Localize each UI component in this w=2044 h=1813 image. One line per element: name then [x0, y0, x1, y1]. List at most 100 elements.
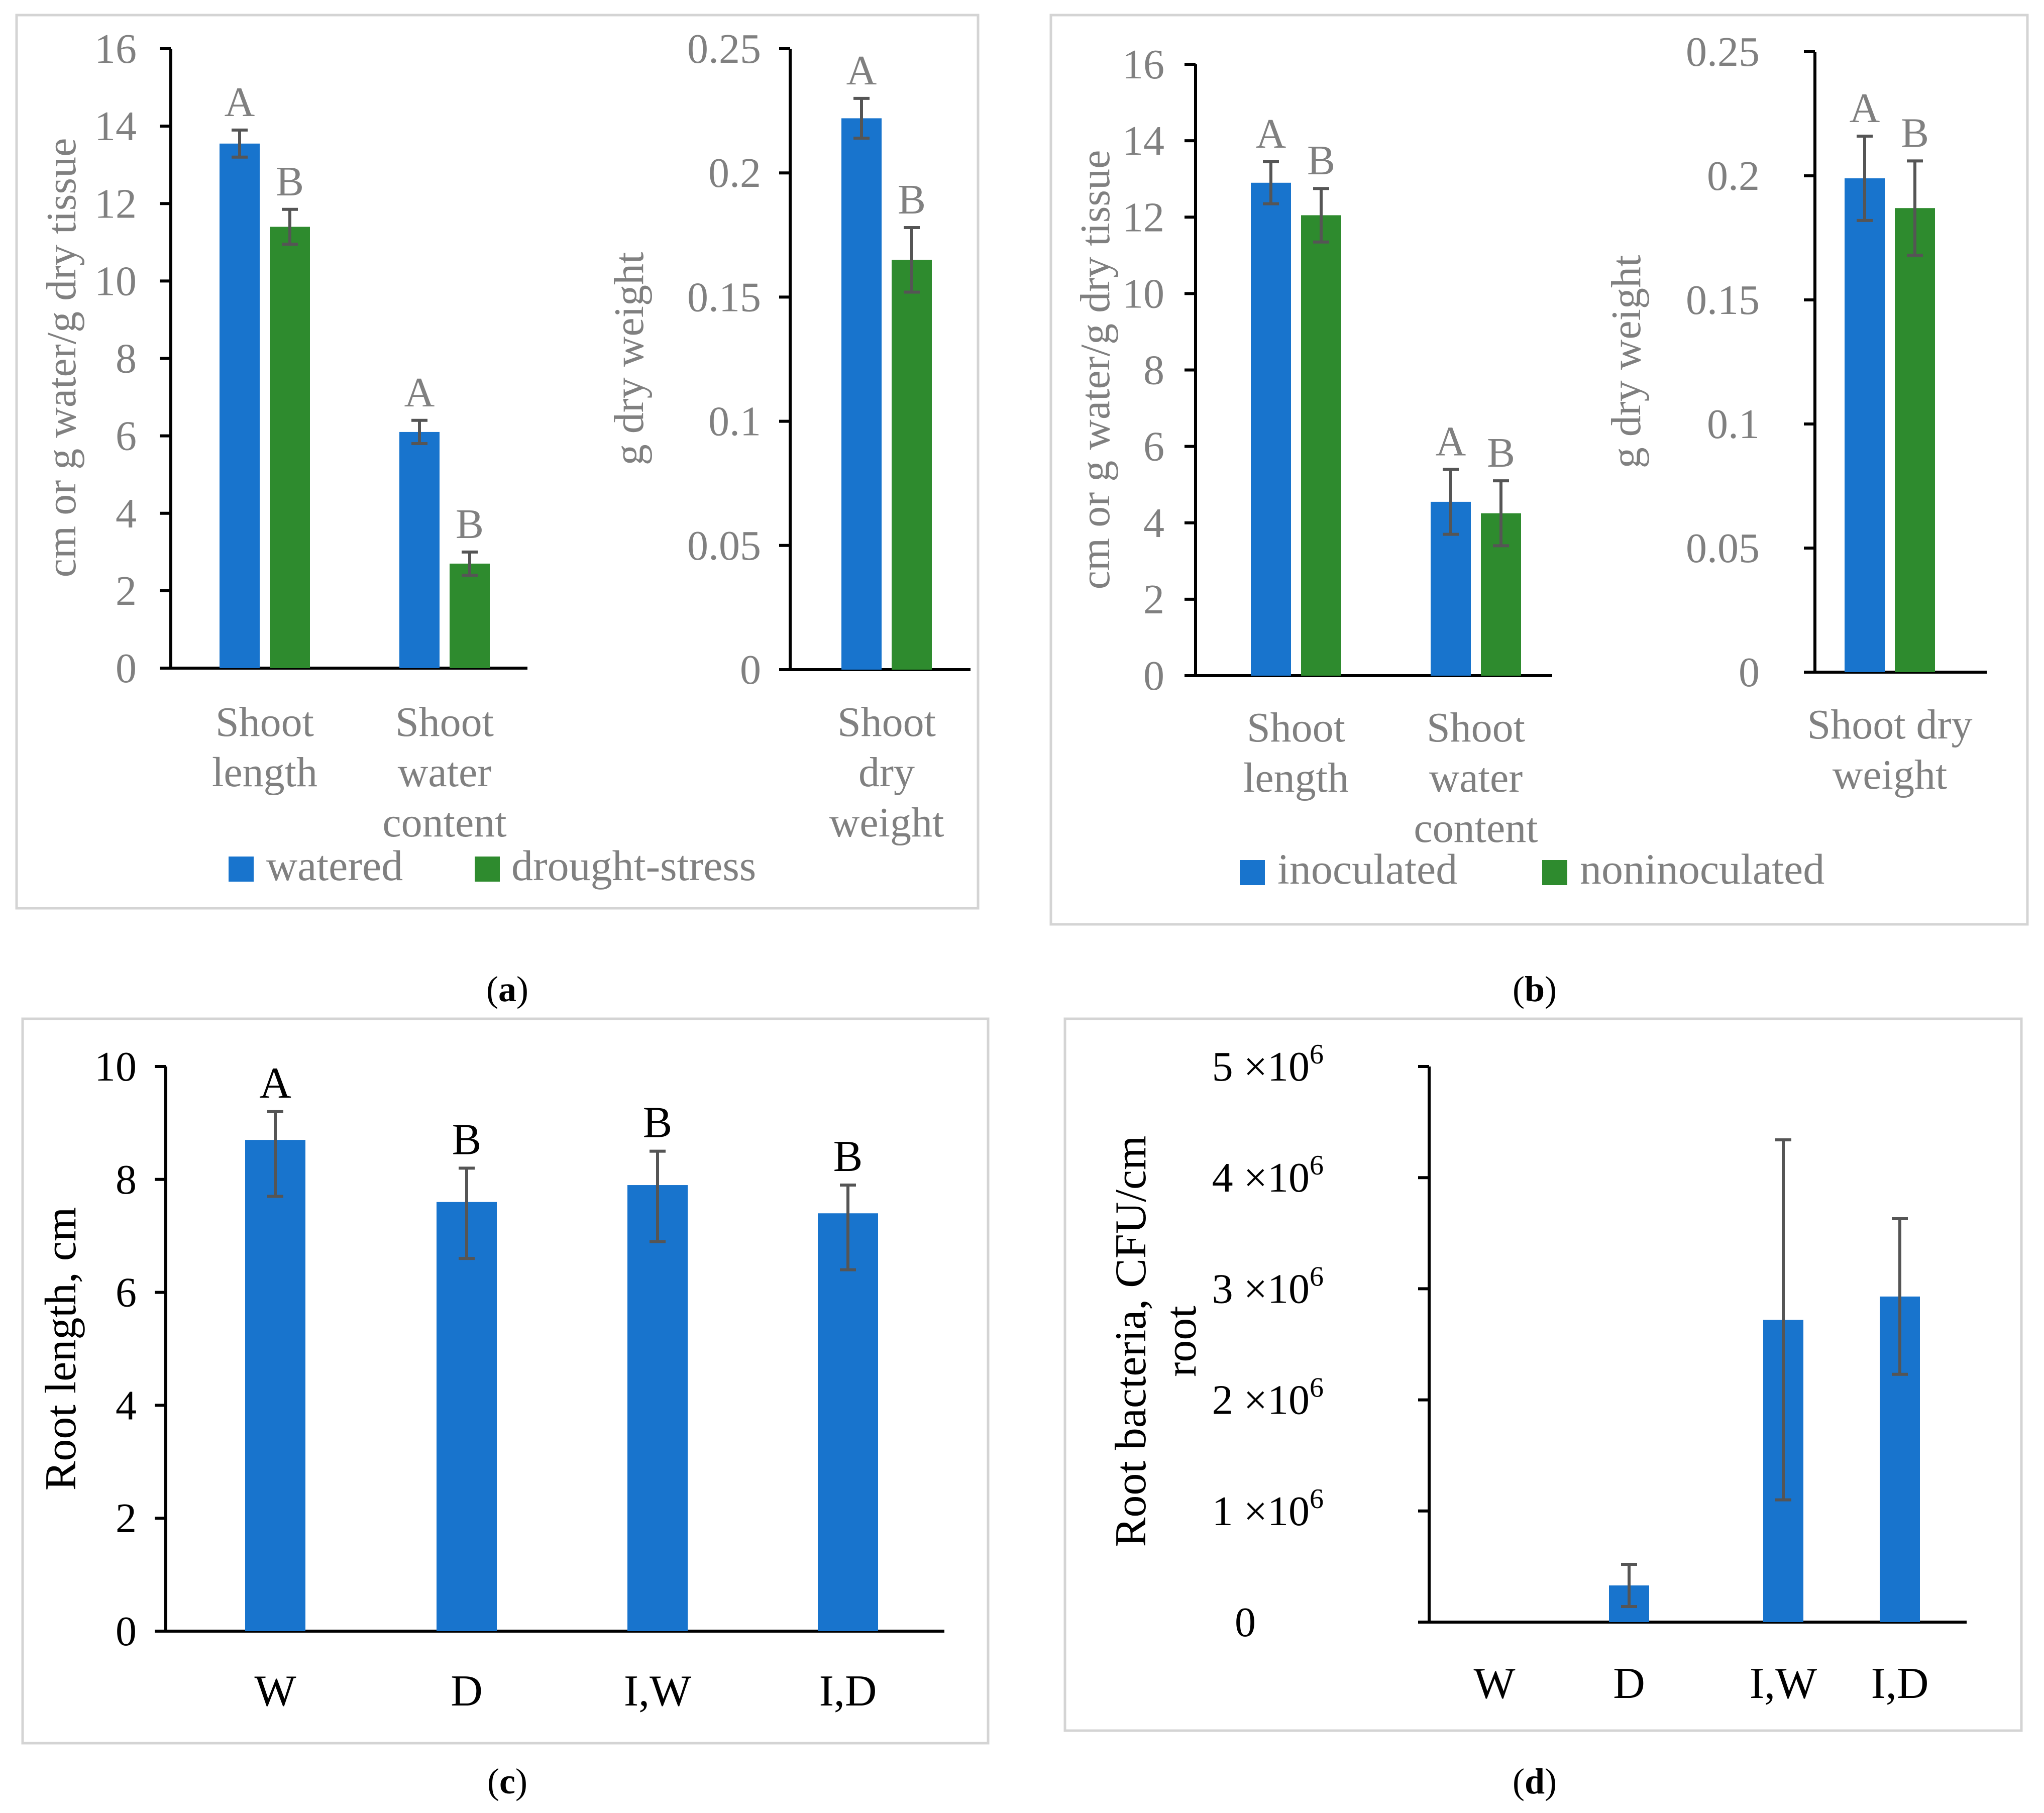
bar	[627, 1185, 688, 1631]
y-tick-label: 2 ×106	[1212, 1372, 1324, 1424]
x-category-label: length	[1243, 755, 1349, 801]
y-tick-exponent: 6	[1310, 1483, 1324, 1515]
y-tick-label: 16	[1122, 41, 1164, 88]
y-tick-label: 0.2	[1707, 153, 1760, 199]
x-category-label: W	[254, 1667, 296, 1716]
x-category-label: Shoot dry	[1807, 701, 1972, 748]
x-category-label: Shoot	[395, 699, 494, 745]
x-category-label: D	[1613, 1659, 1645, 1708]
y-tick-label: 8	[116, 1156, 137, 1203]
bar	[399, 432, 440, 668]
bar	[1895, 208, 1935, 673]
y-axis-label: cm or g water/g dry tissue	[1072, 150, 1119, 590]
significance-letter: A	[404, 369, 435, 416]
significance-letter: A	[225, 79, 255, 126]
panel-label-paren: (	[1513, 1761, 1525, 1801]
y-tick-label: 0.1	[1707, 401, 1760, 448]
x-category-label: length	[212, 749, 317, 796]
y-tick-label: 12	[1122, 194, 1164, 241]
x-category-label: weight	[829, 799, 944, 846]
x-category-label: water	[1429, 755, 1523, 801]
legend-label: drought-stress	[511, 841, 756, 890]
x-category-label: W	[1473, 1659, 1515, 1708]
y-axis-label: g dry weight	[1603, 255, 1650, 469]
subplot: 0 2 4 6 8 10 12 14 16 cm or g water/g dry tissue A…	[1072, 41, 1552, 851]
legend-swatch	[1542, 860, 1567, 885]
y-tick-label: 0	[116, 645, 137, 692]
y-tick-label: 0	[1739, 649, 1760, 696]
subplot: 0 2 4 6 8 10 12 14 16 cm or g water/g dry tissue A…	[38, 26, 527, 846]
x-category-label: I,W	[1750, 1659, 1817, 1708]
y-tick-label: 0.15	[1686, 277, 1760, 324]
y-axis-label: root	[1157, 1306, 1206, 1377]
x-category-label: Shoot	[837, 699, 936, 745]
y-tick-mantissa: 3 ×10	[1212, 1265, 1310, 1312]
y-tick-label: 3 ×106	[1212, 1261, 1324, 1312]
panel-frame	[21, 1017, 990, 1745]
x-category-label: water	[398, 749, 492, 796]
panel-label-paren: )	[516, 969, 528, 1009]
panel-label: (b)	[1513, 969, 1557, 1009]
panel-label: (c)	[487, 1761, 527, 1801]
panel-c: 0 2 4 6 8 10 Root length, cm A B B B W D I,W I,D (c)	[21, 1017, 990, 1801]
significance-letter: B	[456, 501, 484, 548]
panel-label-paren: )	[1545, 1761, 1557, 1801]
legend: inoculated noninoculated	[1240, 845, 1824, 893]
panel-label-letter: b	[1525, 969, 1545, 1009]
y-tick-label: 10	[1122, 270, 1164, 317]
panel-frame	[1049, 14, 2029, 926]
panel-b: 0 2 4 6 8 10 12 14 16 cm or g water/g dry tissue A…	[1049, 14, 2029, 1009]
significance-letter: A	[1256, 111, 1286, 157]
y-tick-exponent: 6	[1310, 1261, 1324, 1292]
significance-letter: B	[276, 158, 304, 205]
x-category-label: Shoot	[216, 699, 314, 745]
legend: watered drought-stress	[229, 841, 756, 890]
y-tick-label: 16	[94, 26, 137, 72]
y-tick-label: 14	[94, 103, 137, 150]
y-axis-label: Root bacteria, CFU/cm	[1107, 1136, 1155, 1547]
legend-swatch	[1240, 860, 1265, 885]
significance-letter: A	[846, 47, 877, 94]
y-tick-label: 0	[740, 647, 761, 693]
significance-letter: B	[898, 176, 926, 223]
panel-label-paren: (	[487, 1761, 499, 1801]
panel-label-paren: )	[515, 1761, 527, 1801]
y-tick-label: 1 ×106	[1212, 1483, 1324, 1535]
y-axis-label: cm or g water/g dry tissue	[38, 138, 85, 578]
y-tick-label: 0	[1235, 1599, 1256, 1646]
subplot: 0 2 4 6 8 10 Root length, cm A B B B W D I,W I,D	[37, 1043, 944, 1716]
y-axis-label: g dry weight	[606, 252, 653, 466]
y-tick-mantissa: 4 ×10	[1212, 1154, 1310, 1201]
bar	[450, 563, 490, 668]
y-tick-label: 10	[94, 1043, 137, 1090]
legend-swatch	[475, 857, 500, 882]
y-tick-exponent: 6	[1310, 1150, 1324, 1181]
legend-label: inoculated	[1277, 845, 1457, 893]
subplot: 0 0.05 0.1 0.15 0.2 0.25 g dry weight AB Shoot d…	[1603, 29, 1987, 798]
bar	[818, 1213, 878, 1631]
panel-frame	[15, 14, 980, 910]
bar	[841, 118, 882, 670]
y-tick-label: 2	[116, 1495, 137, 1542]
bar	[892, 260, 932, 670]
y-tick-label: 4	[116, 490, 137, 537]
panel-label-letter: d	[1525, 1761, 1545, 1801]
y-axis-label: Root length, cm	[37, 1207, 85, 1491]
y-tick-label: 0	[116, 1608, 137, 1655]
panel-label: (d)	[1513, 1761, 1557, 1801]
panel-frame	[1063, 1017, 2023, 1732]
y-tick-exponent: 6	[1310, 1039, 1324, 1070]
bar	[245, 1140, 305, 1631]
y-tick-label: 0.15	[687, 274, 761, 321]
y-tick-label: 6	[116, 413, 137, 460]
y-tick-label: 0.2	[708, 150, 761, 196]
y-tick-label: 0.25	[687, 26, 761, 72]
significance-letter: B	[643, 1099, 673, 1147]
legend-swatch	[229, 857, 254, 882]
y-tick-mantissa: 1 ×10	[1212, 1488, 1310, 1535]
x-category-label: Shoot	[1427, 704, 1525, 751]
x-category-label: D	[451, 1667, 483, 1716]
y-tick-label: 0.05	[687, 522, 761, 569]
